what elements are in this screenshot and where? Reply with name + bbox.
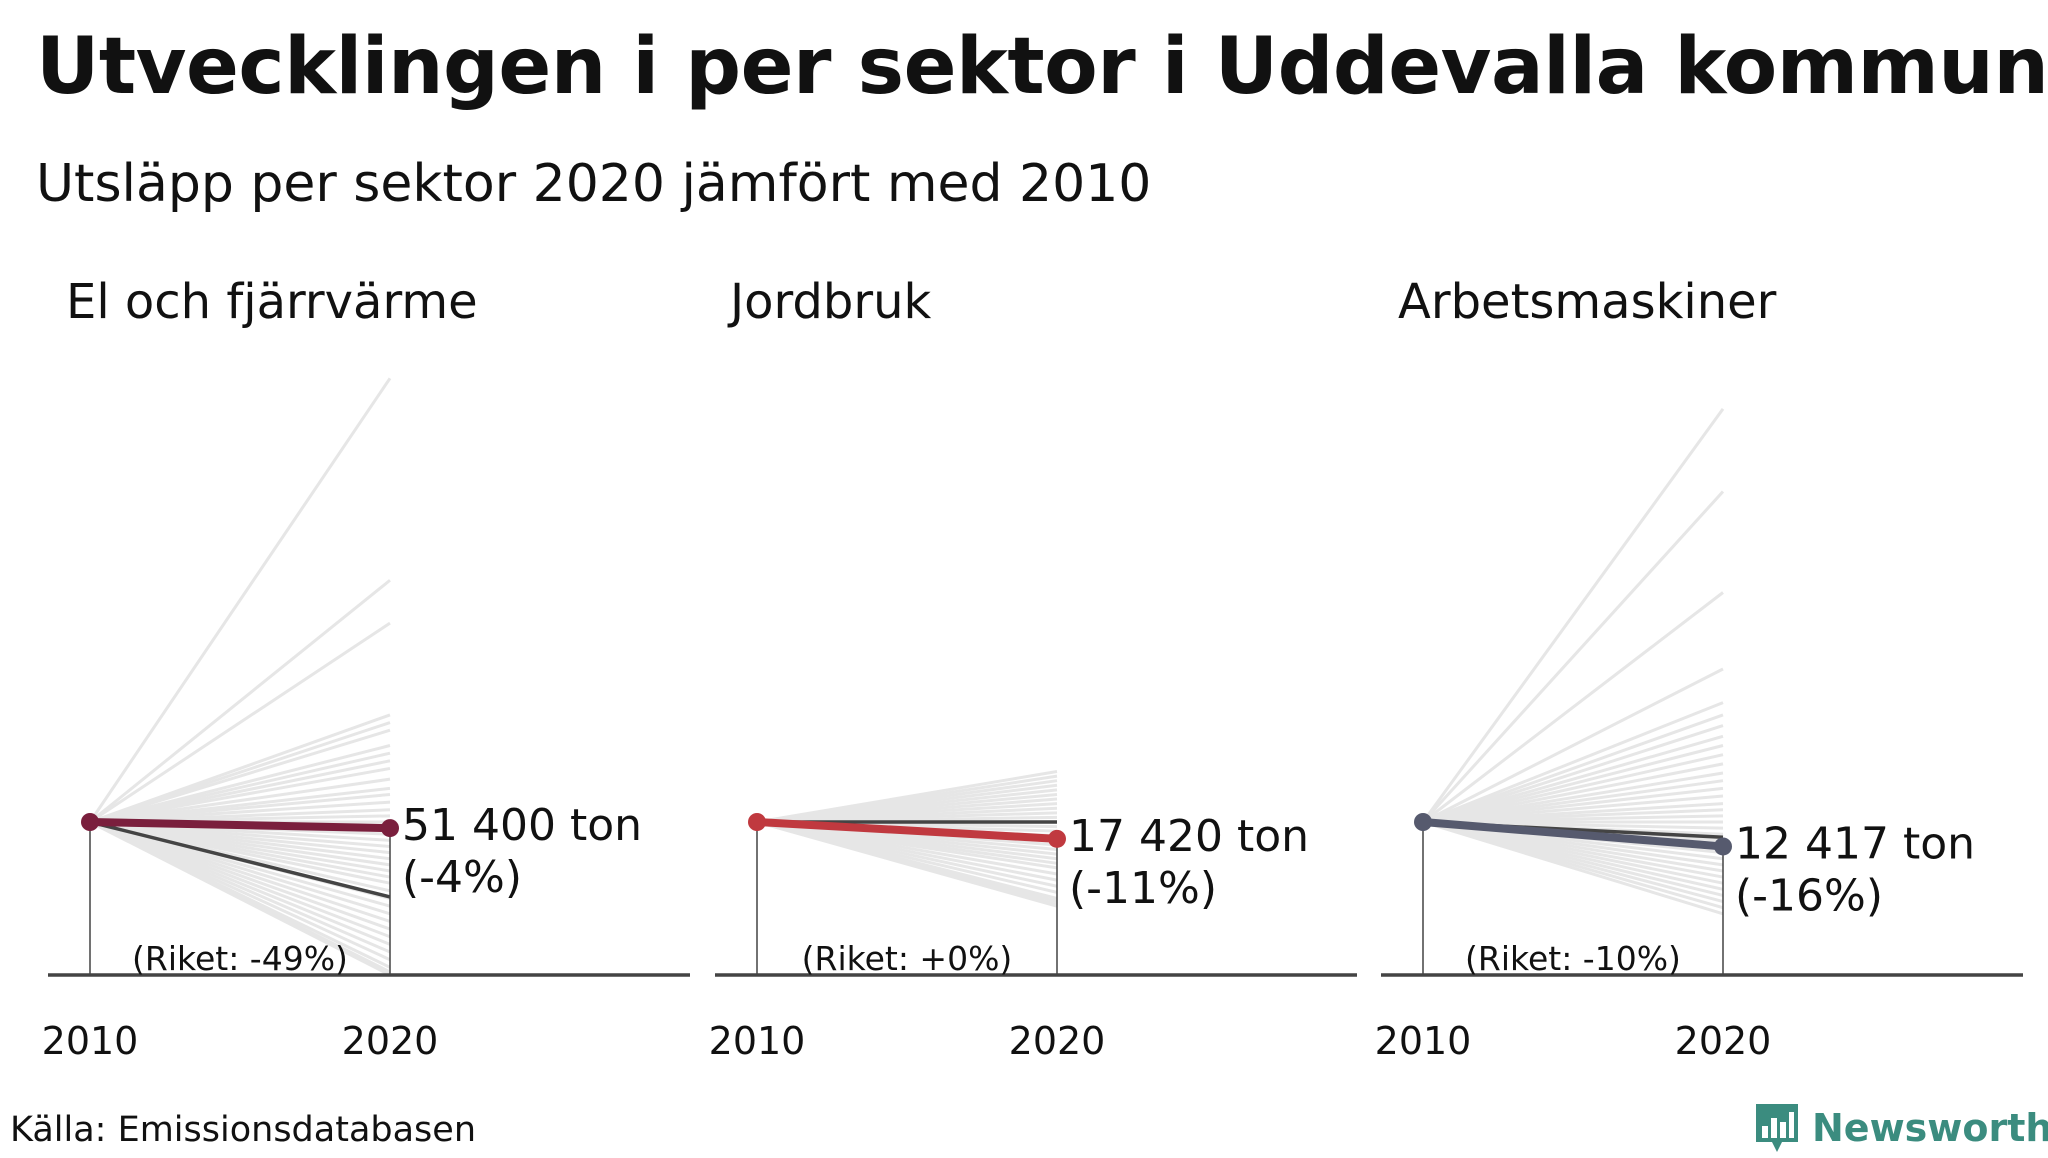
- background-line: [89, 579, 391, 824]
- newsworthy-logo[interactable]: Newsworthy: [1752, 1098, 2048, 1158]
- background-line: [88, 377, 392, 823]
- background-line: [1422, 724, 1724, 824]
- municipality-line: [86, 818, 394, 833]
- point-2020: [381, 819, 399, 838]
- chart-title: Utvecklingen i per sektor i Uddevalla ko…: [36, 22, 2048, 112]
- change-label: (-4%): [402, 852, 522, 903]
- value-label: 51 400 ton: [402, 800, 642, 851]
- background-line: [89, 728, 391, 824]
- background-line: [1421, 408, 1725, 823]
- tick-label-2010: 2010: [42, 1019, 139, 1063]
- national-line: [89, 820, 391, 899]
- national-label: (Riket: -10%): [1465, 939, 1681, 978]
- newsworthy-logo-icon: [1756, 1104, 1798, 1152]
- panel-3: Arbetsmaskiner 12 417 ton(-16%) (Riket: -1…: [1375, 274, 2023, 1063]
- background-line: [1422, 713, 1724, 824]
- background-line: [1422, 762, 1724, 824]
- background-line: [1422, 591, 1724, 824]
- tick-label-2020: 2020: [1009, 1019, 1106, 1063]
- background-line: [1421, 490, 1725, 824]
- point-2010: [748, 813, 766, 831]
- background-line: [1422, 753, 1724, 824]
- point-2020: [1048, 829, 1066, 848]
- change-label: (-16%): [1735, 870, 1883, 921]
- point-2010: [1414, 813, 1432, 831]
- panel-1: El och fjärrvärme 51 400 ton(-4%) (Riket: …: [42, 274, 690, 1063]
- municipality-line: [1419, 818, 1727, 851]
- change-label: (-11%): [1069, 863, 1217, 914]
- value-label: 17 420 ton: [1069, 811, 1309, 862]
- panel-2: Jordbruk 17 420 ton(-11%) (Riket: +0%) 2010…: [709, 274, 1357, 1063]
- background-line: [89, 766, 391, 824]
- value-label: 12 417 ton: [1735, 818, 1975, 869]
- chart-subtitle: Utsläpp per sektor 2020 jämfört med 2010: [36, 154, 1152, 214]
- background-line: [89, 621, 391, 824]
- municipality-line: [753, 818, 1061, 843]
- newsworthy-logo-text: Newsworthy: [1812, 1106, 2048, 1150]
- panel-title: Jordbruk: [727, 274, 932, 330]
- tick-label-2010: 2010: [1375, 1019, 1472, 1063]
- background-line: [1422, 820, 1724, 916]
- national-label: (Riket: -49%): [132, 939, 348, 978]
- tick-label-2020: 2020: [342, 1019, 439, 1063]
- point-2020: [1714, 837, 1732, 856]
- background-line: [1422, 667, 1724, 824]
- point-2010: [81, 813, 99, 831]
- source-note: Källa: Emissionsdatabasen: [10, 1110, 477, 1150]
- national-label: (Riket: +0%): [802, 939, 1013, 978]
- tick-label-2020: 2020: [1675, 1019, 1772, 1063]
- background-line: [89, 777, 391, 824]
- background-line: [89, 820, 391, 977]
- background-line: [756, 820, 1058, 908]
- tick-label-2010: 2010: [709, 1019, 806, 1063]
- background-line: [1422, 701, 1724, 824]
- panel-title: Arbetsmaskiner: [1398, 274, 1777, 330]
- panel-title: El och fjärrvärme: [66, 274, 478, 330]
